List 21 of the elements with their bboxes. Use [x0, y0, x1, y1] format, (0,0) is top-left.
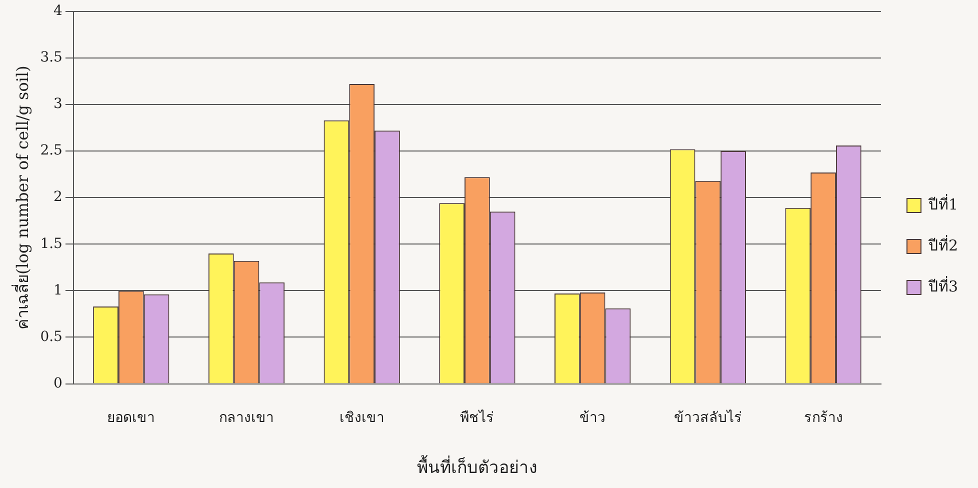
y-tick-label: 4: [54, 3, 63, 20]
x-tick-label: ยอดเขา: [107, 410, 156, 426]
x-tick-label: รกร้าง: [804, 410, 843, 426]
x-tick-label: พืชไร่: [460, 408, 494, 426]
x-tick-label: เชิงเขา: [339, 410, 384, 426]
y-tick-label: 2.5: [40, 142, 62, 159]
y-tick-label: 0.5: [40, 328, 62, 345]
legend-label: ปีที่1: [927, 193, 958, 214]
y-tick-label: 1.5: [40, 236, 62, 252]
y-tick-label: 0: [54, 375, 62, 392]
legend-label: ปีที่3: [927, 275, 958, 296]
legend-label: ปีที่2: [927, 234, 958, 254]
x-tick-label: ข้าว: [580, 410, 606, 426]
x-tick-label: กลางเขา: [219, 410, 274, 426]
y-tick-label: 3.5: [40, 50, 62, 66]
y-tick-label: 1: [54, 282, 62, 298]
x-tick-label: ข้าวสลับไร่: [674, 408, 742, 426]
x-axis-title: พื้นที่เก็บตัวอย่าง: [417, 455, 538, 478]
y-tick-label: 2: [54, 189, 62, 206]
y-axis-title: ค่าเฉลี่ย(log number of cell/g soil): [10, 66, 32, 330]
y-tick-label: 3: [54, 96, 62, 112]
